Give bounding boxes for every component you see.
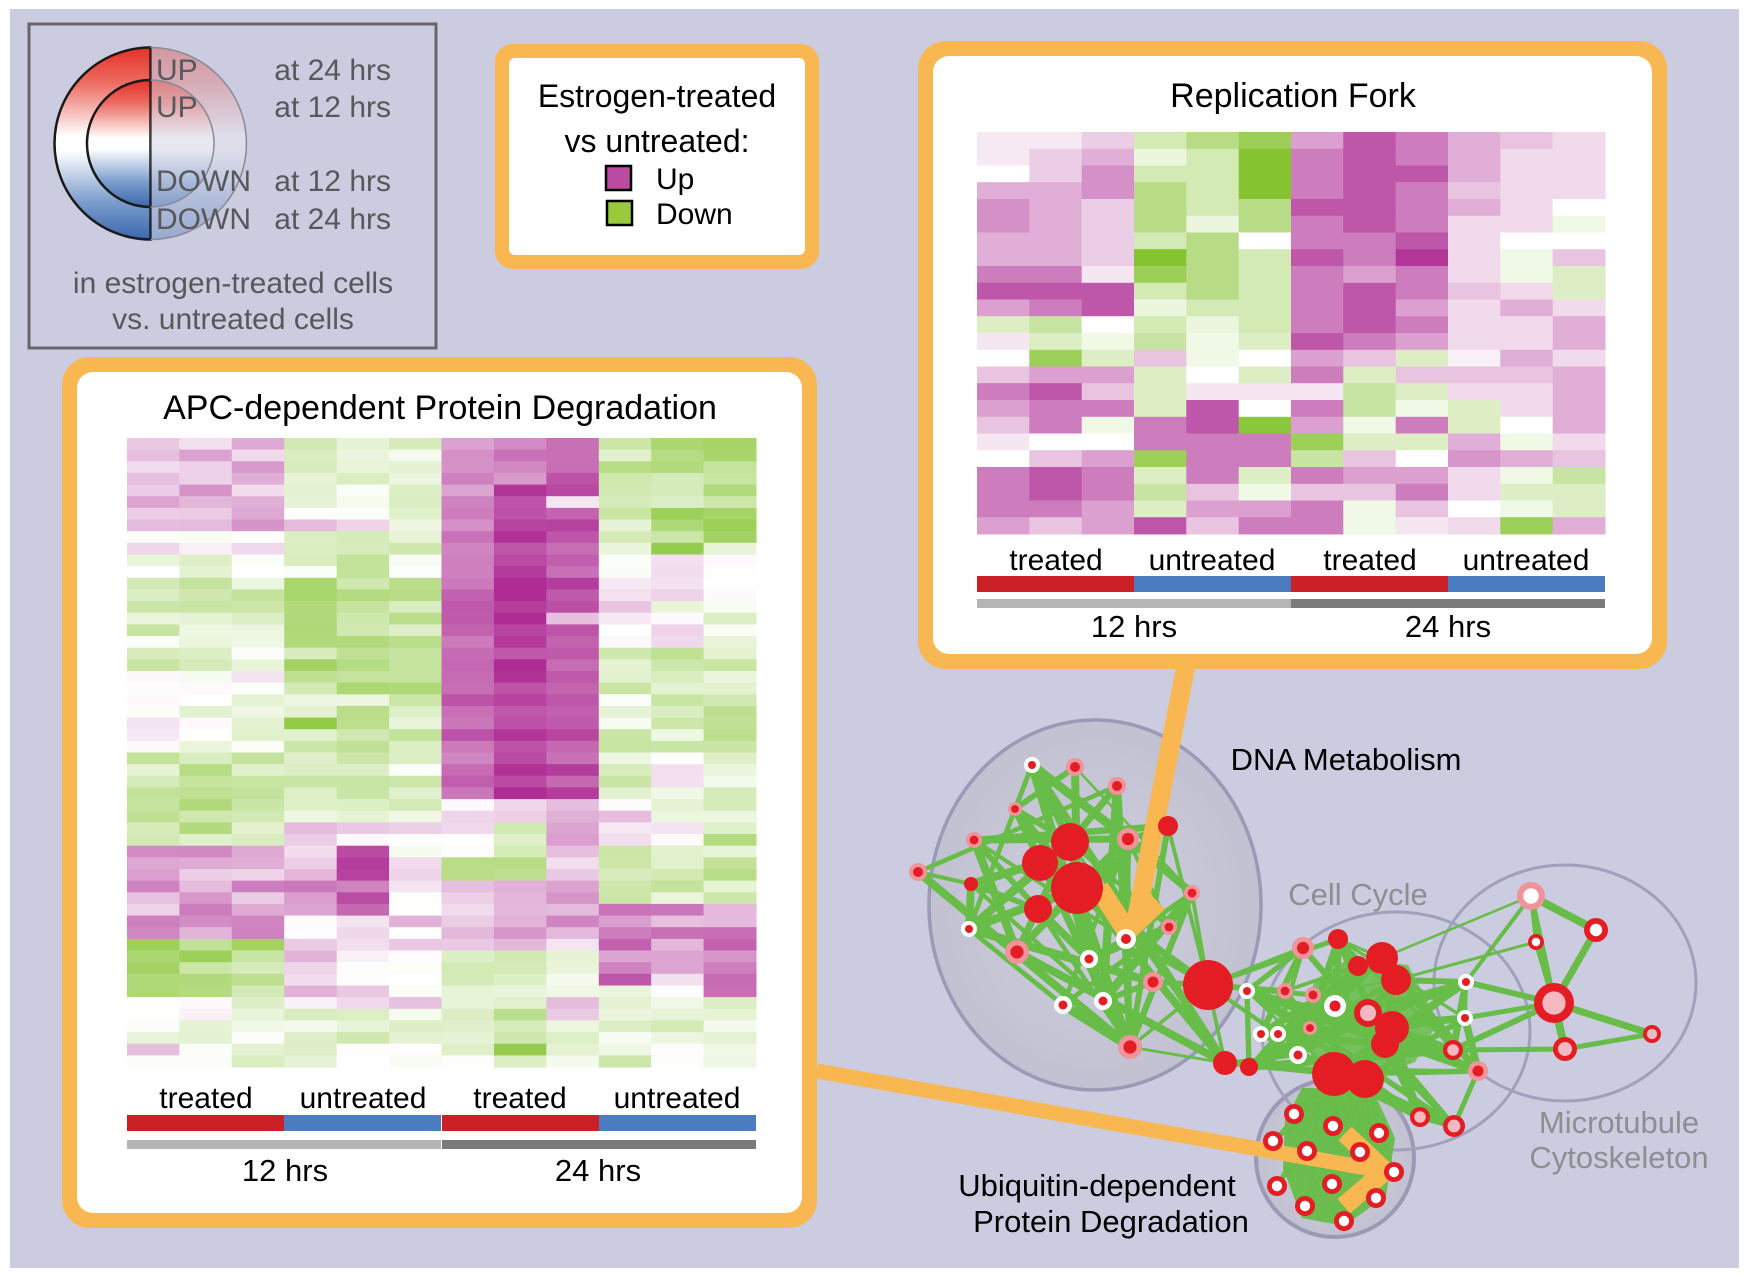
svg-text:DNA Metabolism: DNA Metabolism xyxy=(1231,742,1462,777)
svg-text:Up: Up xyxy=(656,163,694,196)
svg-text:12 hrs: 12 hrs xyxy=(242,1153,328,1188)
svg-text:UP: UP xyxy=(156,54,198,87)
svg-text:DOWN: DOWN xyxy=(156,203,251,236)
svg-text:Down: Down xyxy=(656,198,733,231)
svg-text:at 12 hrs: at 12 hrs xyxy=(274,165,391,198)
svg-text:24 hrs: 24 hrs xyxy=(1405,609,1491,644)
svg-text:Cytoskeleton: Cytoskeleton xyxy=(1529,1140,1708,1175)
svg-text:treated: treated xyxy=(159,1082,252,1115)
svg-text:Estrogen-treated: Estrogen-treated xyxy=(538,78,776,114)
svg-text:untreated: untreated xyxy=(1149,544,1276,577)
svg-text:at 24 hrs: at 24 hrs xyxy=(274,203,391,236)
svg-text:untreated: untreated xyxy=(1463,544,1590,577)
svg-text:in estrogen-treated cells: in estrogen-treated cells xyxy=(73,267,393,300)
svg-text:treated: treated xyxy=(473,1082,566,1115)
svg-text:at 12 hrs: at 12 hrs xyxy=(274,91,391,124)
svg-text:Protein Degradation: Protein Degradation xyxy=(973,1204,1249,1239)
svg-text:vs. untreated cells: vs. untreated cells xyxy=(112,303,354,336)
svg-text:treated: treated xyxy=(1323,544,1416,577)
svg-text:Cell Cycle: Cell Cycle xyxy=(1288,877,1428,912)
svg-text:at 24 hrs: at 24 hrs xyxy=(274,54,391,87)
svg-text:12 hrs: 12 hrs xyxy=(1091,609,1177,644)
svg-text:vs untreated:: vs untreated: xyxy=(565,123,750,159)
svg-text:24 hrs: 24 hrs xyxy=(555,1153,641,1188)
svg-text:UP: UP xyxy=(156,91,198,124)
svg-text:untreated: untreated xyxy=(300,1082,427,1115)
svg-text:Replication Fork: Replication Fork xyxy=(1170,77,1417,115)
svg-text:treated: treated xyxy=(1009,544,1102,577)
svg-text:APC-dependent Protein Degradat: APC-dependent Protein Degradation xyxy=(163,389,717,427)
svg-text:untreated: untreated xyxy=(614,1082,741,1115)
svg-text:DOWN: DOWN xyxy=(156,165,251,198)
svg-text:Ubiquitin-dependent: Ubiquitin-dependent xyxy=(958,1168,1236,1203)
svg-text:Microtubule: Microtubule xyxy=(1539,1105,1699,1140)
